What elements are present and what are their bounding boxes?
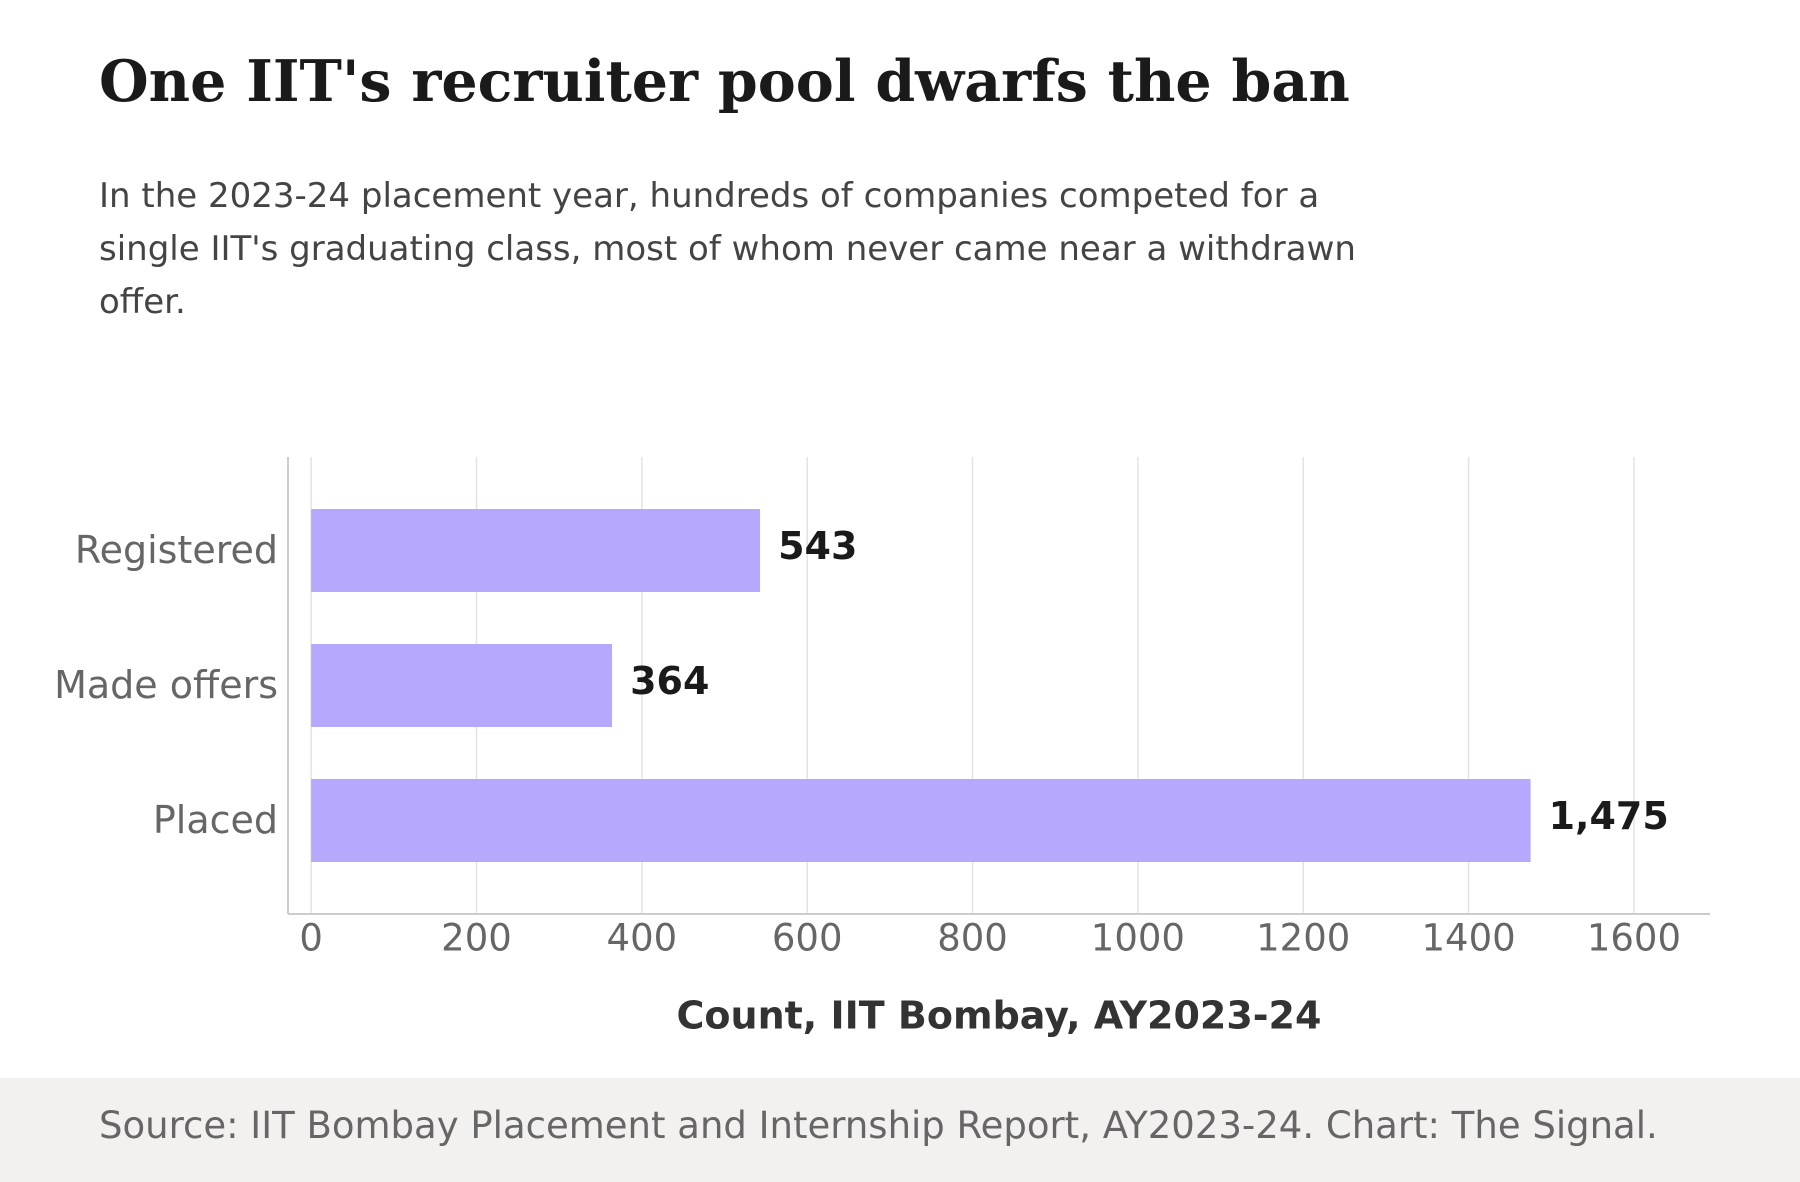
y-tick-label: Registered: [75, 528, 278, 572]
x-tick-label: 1600: [1587, 917, 1681, 960]
bar: [311, 779, 1531, 862]
x-tick-label: 800: [937, 917, 1008, 960]
y-tick-label: Placed: [153, 798, 278, 842]
x-tick-label: 1000: [1091, 917, 1185, 960]
source-note: Source: IIT Bombay Placement and Interns…: [99, 1104, 1658, 1147]
chart-subtitle: In the 2023-24 placement year, hundreds …: [99, 176, 1356, 322]
x-tick-label: 1400: [1422, 917, 1516, 960]
x-tick-label: 1200: [1256, 917, 1350, 960]
data-label: 1,475: [1549, 794, 1669, 838]
data-label: 543: [778, 524, 857, 568]
x-tick-label: 600: [772, 917, 843, 960]
chart: 0 200 400 600 800 1000 1200 1400 1600 Count, IIT …: [54, 457, 1710, 1038]
bar: [311, 644, 613, 727]
y-tick-label: Made offers: [54, 663, 278, 707]
bar: [311, 509, 761, 592]
chart-title: One IIT's recruiter pool dwarfs the ban: [99, 48, 1350, 115]
x-tick-label: 0: [299, 917, 323, 960]
x-axis-title: Count, IIT Bombay, AY2023-24: [677, 994, 1322, 1038]
footer: Source: IIT Bombay Placement and Interns…: [0, 1078, 1800, 1182]
data-label: 364: [630, 659, 709, 703]
x-tick-label: 200: [441, 917, 512, 960]
x-tick-label: 400: [607, 917, 678, 960]
